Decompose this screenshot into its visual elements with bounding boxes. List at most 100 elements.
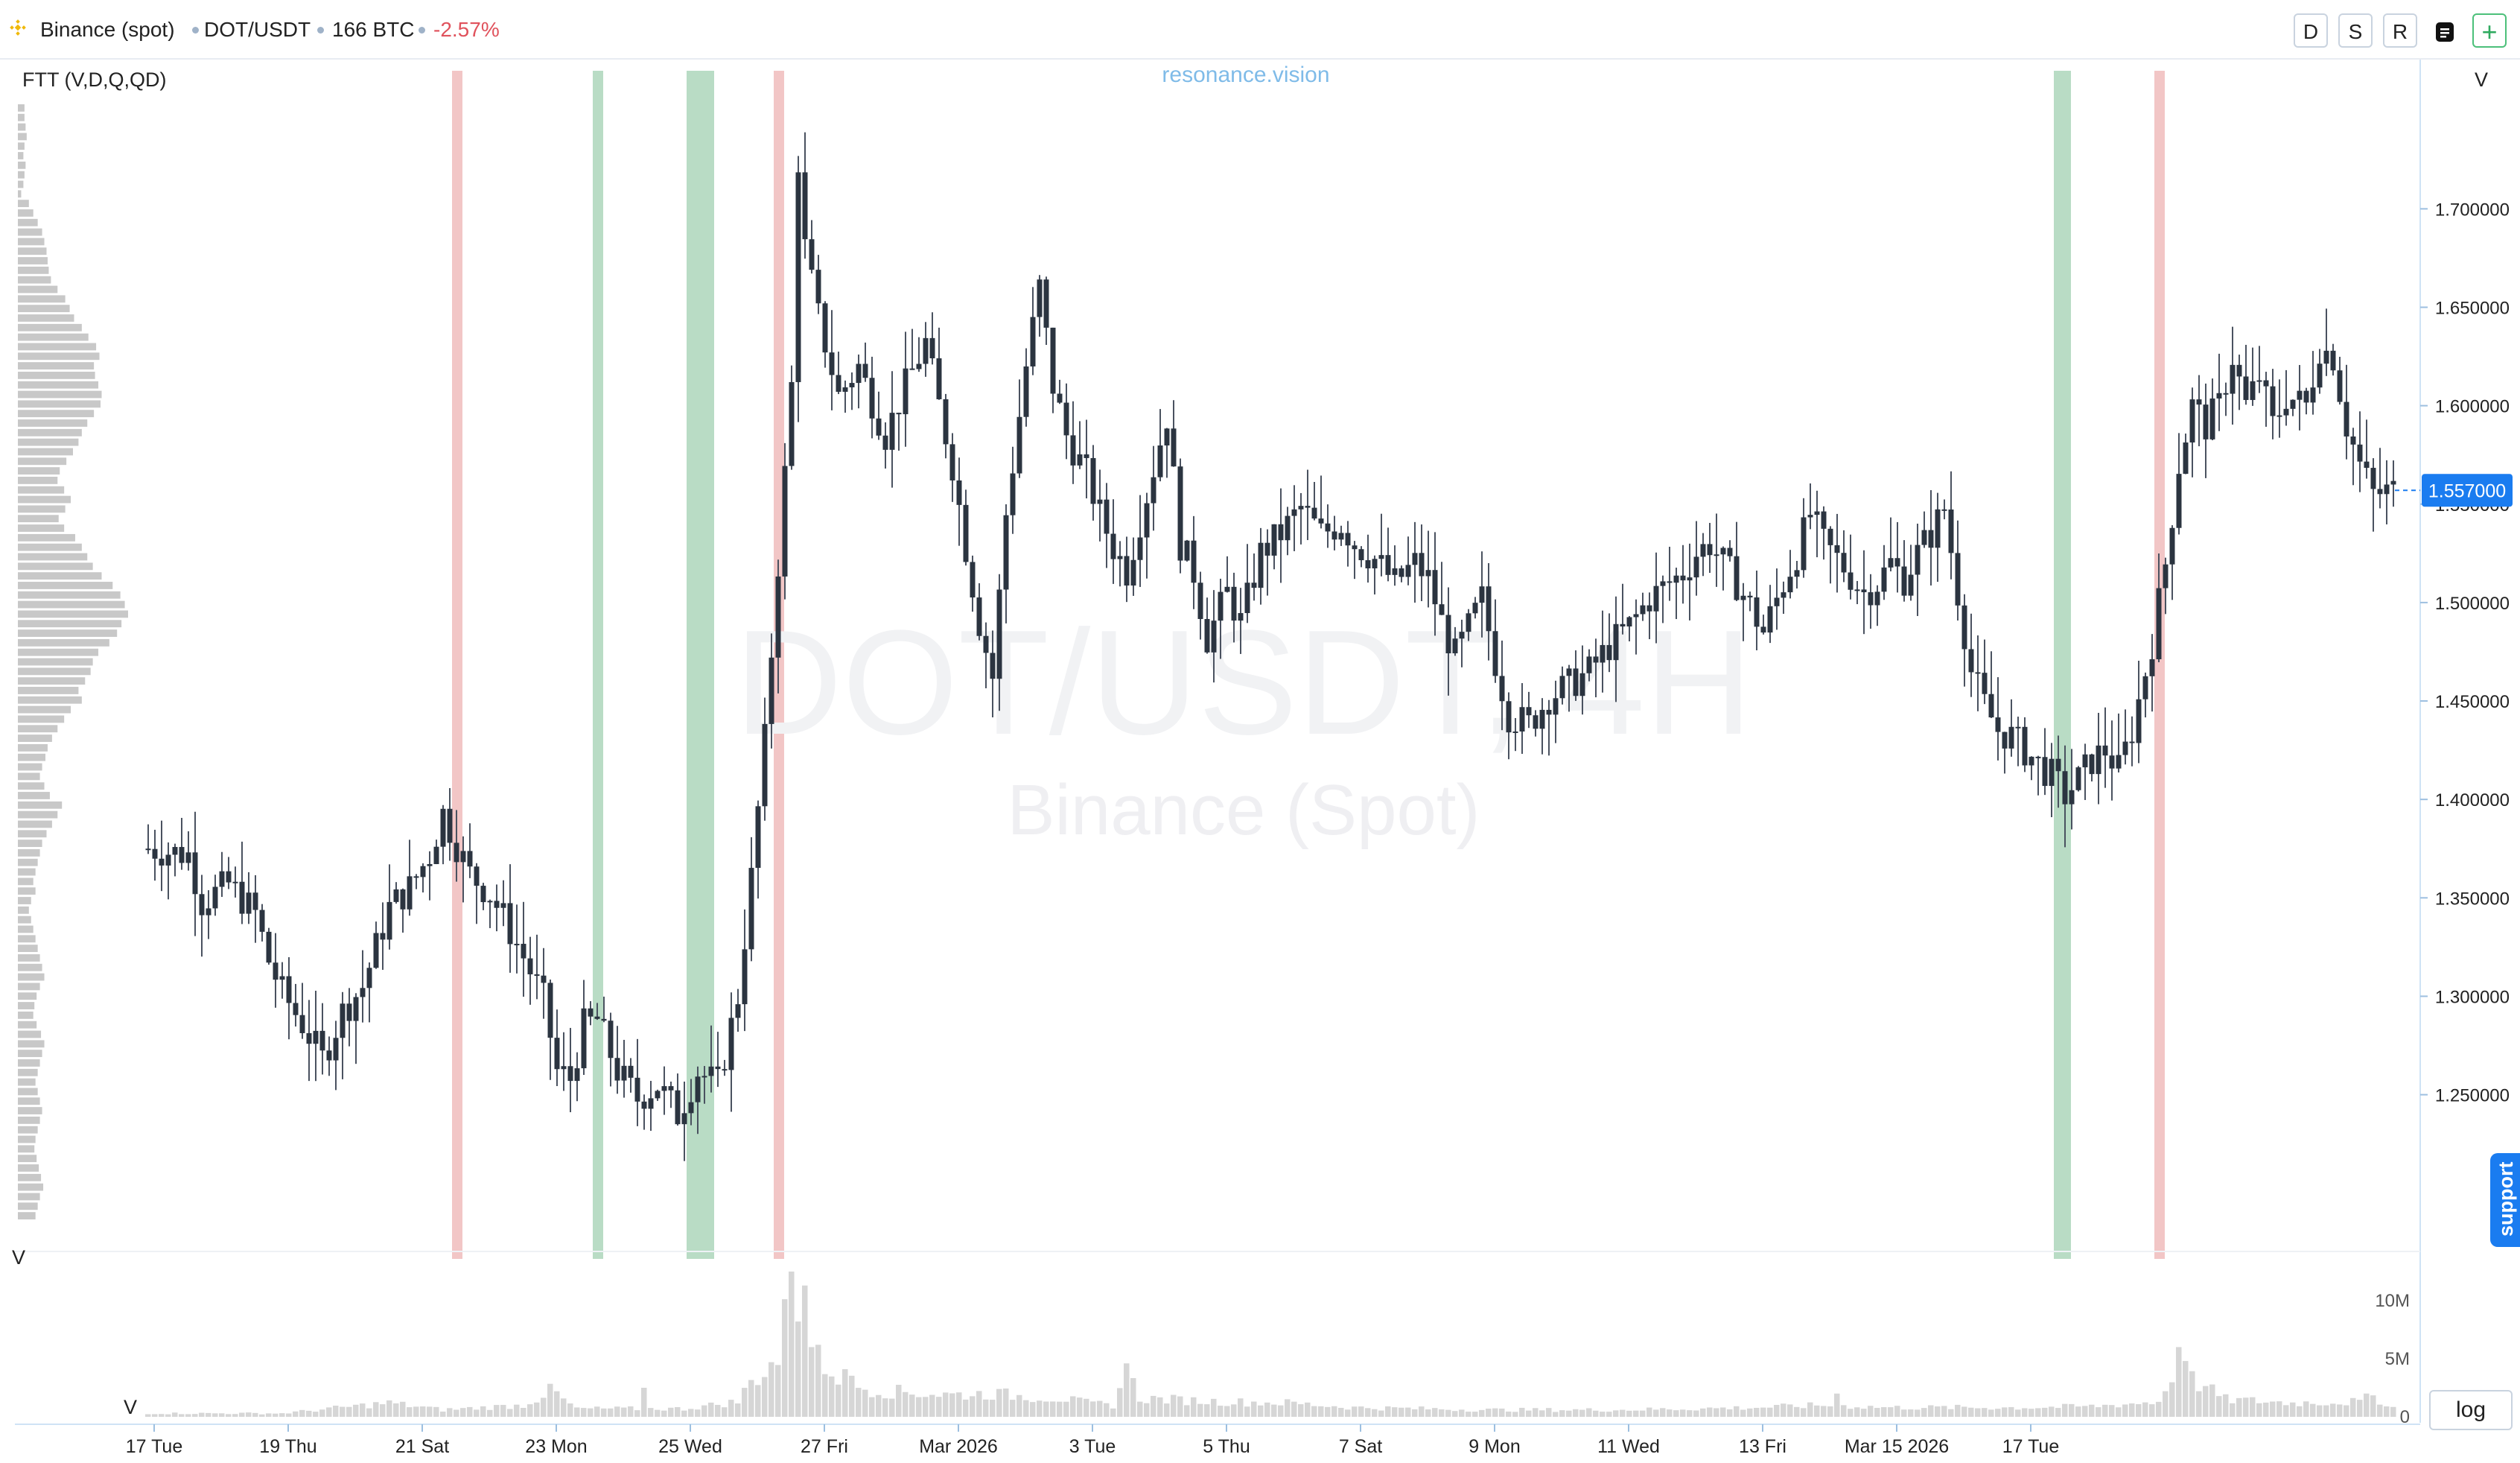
volume-bar [454, 1409, 459, 1417]
volume-bar [1559, 1410, 1565, 1417]
volume-bar [1707, 1407, 1713, 1417]
volume-bar [896, 1384, 902, 1417]
volume-bar [2283, 1405, 2289, 1417]
profile-bar [18, 171, 25, 179]
candle-body [1325, 523, 1331, 532]
volume-bar [1586, 1408, 1592, 1417]
volume-bar [2142, 1402, 2148, 1417]
candle-body [1948, 509, 1954, 553]
volume-bar [1130, 1378, 1136, 1417]
candle-body [628, 1065, 634, 1078]
profile-bar [18, 849, 40, 857]
volume-bar [1814, 1405, 1820, 1417]
candle-body [1499, 676, 1505, 702]
candle-body [1881, 567, 1887, 592]
volume-bar [2169, 1382, 2175, 1417]
volume-bar [795, 1321, 801, 1417]
candle-body [1037, 279, 1043, 317]
volume-bar [1975, 1408, 1981, 1417]
volume-bar [936, 1397, 942, 1417]
candle-body [2163, 564, 2169, 588]
volume-bar [1673, 1410, 1679, 1417]
candle-body [1988, 694, 1994, 718]
volume-bar [1231, 1404, 1237, 1417]
volume-bar [474, 1409, 480, 1417]
d-button[interactable]: D [2294, 13, 2328, 48]
candle-body [588, 1008, 594, 1017]
volume-bar [266, 1413, 272, 1417]
volume-bar [561, 1398, 567, 1417]
candle-body [2096, 745, 2101, 775]
r-button[interactable]: R [2383, 13, 2417, 48]
candle-body [1151, 477, 1156, 504]
candle-body [1687, 577, 1693, 581]
volume-bar [1405, 1407, 1411, 1417]
time-tick-label: 19 Thu [259, 1436, 316, 1457]
candle-body [413, 876, 419, 878]
price-tick-label: 1.250000 [2435, 1086, 2510, 1106]
candle-body [869, 378, 875, 419]
time-tick-label: 11 Wed [1597, 1436, 1660, 1457]
candle-body [1425, 570, 1431, 577]
candle-body [2062, 771, 2068, 805]
candle-body [2230, 364, 2236, 394]
volume-bar [1955, 1404, 1961, 1417]
volume-bar [232, 1414, 238, 1417]
s-button[interactable]: S [2338, 13, 2373, 48]
volume-bar [621, 1407, 627, 1417]
candle-body [2129, 741, 2135, 743]
candle-body [152, 848, 158, 859]
volume-bar [1941, 1406, 1947, 1417]
volume-bar [567, 1403, 573, 1417]
volume-bar [2337, 1404, 2343, 1417]
volume-bar [2196, 1391, 2202, 1417]
brand-watermark[interactable]: resonance.vision [1162, 63, 1329, 87]
candle-body [956, 480, 962, 505]
profile-bar [18, 945, 38, 953]
candle-body [2270, 386, 2276, 416]
volume-bar [1278, 1405, 1284, 1417]
volume-bar [1439, 1409, 1445, 1417]
candle-body [1177, 466, 1183, 561]
candle-body [1291, 509, 1297, 516]
candle-body [279, 976, 285, 980]
candle-body [333, 1038, 339, 1061]
candle-body [467, 851, 473, 867]
candle-body [507, 903, 513, 945]
candle-body [172, 847, 178, 855]
profile-bar [18, 257, 48, 264]
support-tab[interactable]: support [2490, 1153, 2520, 1247]
candle-body [896, 413, 902, 415]
volume-bar [2256, 1403, 2262, 1417]
candle-body [299, 1015, 305, 1033]
candle-body [2122, 741, 2128, 755]
candle-body [601, 1018, 607, 1021]
log-toggle-button[interactable]: log [2429, 1390, 2513, 1430]
profile-bar [18, 209, 34, 217]
volume-bar [1124, 1363, 1130, 1417]
candle-body [2216, 393, 2222, 399]
chart-area[interactable]: DOT/USDT, 4H Binance (Spot) 1.700000 1.65… [0, 60, 2520, 1463]
volume-bar [1506, 1411, 1512, 1417]
candle-body [1063, 402, 1069, 436]
plus-icon[interactable]: + [2472, 13, 2507, 48]
candle-body [554, 1038, 560, 1070]
candle-body [1365, 560, 1371, 568]
document-icon[interactable] [2428, 13, 2462, 48]
volume-tick-label: 10M [2375, 1291, 2410, 1311]
volume-bar [836, 1384, 841, 1417]
volume-tick-label: 0 [2400, 1407, 2410, 1427]
candle-body [594, 1016, 600, 1019]
indicator-label[interactable]: FTT (V,D,Q,QD) [22, 69, 167, 91]
candle-body [165, 854, 171, 866]
profile-bar [18, 1135, 36, 1143]
candle-body [929, 337, 935, 358]
profile-bar [18, 1212, 36, 1219]
profile-bar [18, 887, 36, 895]
candle-body [1600, 644, 1606, 663]
candle-body [2029, 756, 2034, 766]
candle-body [1553, 698, 1559, 715]
candle-body [454, 842, 459, 863]
candle-body [1908, 574, 1914, 596]
candle-body [1935, 509, 1941, 548]
